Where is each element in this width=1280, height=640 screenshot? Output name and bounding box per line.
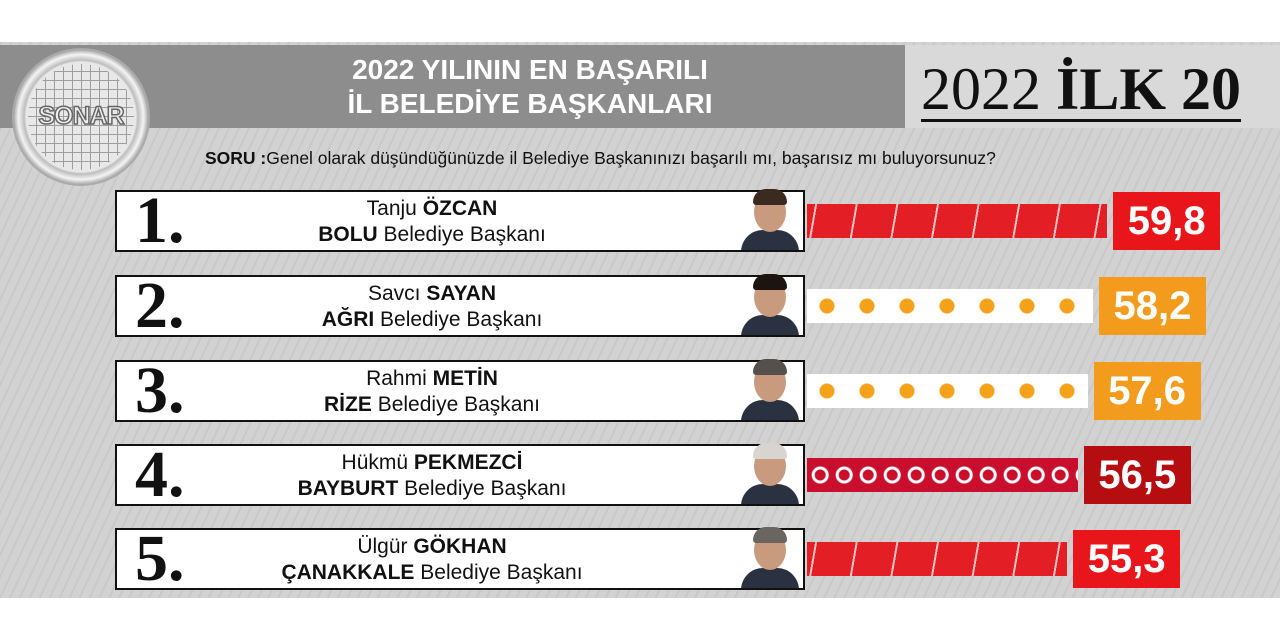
ranking-row: 1. Tanju ÖZCAN BOLU Belediye Başkanı 59,8 <box>0 184 1280 257</box>
rank-number: 1. <box>135 184 185 257</box>
rank-number: 4. <box>135 438 185 511</box>
photo-body <box>741 568 799 588</box>
badge-year: 2022 <box>921 56 1041 122</box>
badge-box: 2022 İLK 20 <box>905 45 1280 128</box>
mayor-photo <box>737 356 803 420</box>
bar <box>807 289 1093 323</box>
question: SORU :Genel olarak düşündüğünüzde il Bel… <box>205 148 996 169</box>
last-name: METİN <box>432 367 498 390</box>
ranking-row: 4. Hükmü PEKMEZCİ BAYBURT Belediye Başkanı… <box>0 438 1280 511</box>
question-text: Genel olarak düşündüğünüzde il Belediye … <box>266 148 996 168</box>
logo-grid <box>28 64 134 170</box>
first-name: Hükmü <box>341 451 409 474</box>
title-line-1: 2022 YILININ EN BAŞARILI <box>352 54 708 85</box>
photo-hair <box>753 274 787 290</box>
name-line: Tanju ÖZCAN <box>227 196 637 222</box>
value-label: 56,5 <box>1083 446 1191 504</box>
page-title: 2022 YILININ EN BAŞARILI İL BELEDİYE BAŞ… <box>250 53 810 121</box>
mayor-photo <box>737 440 803 504</box>
role: Belediye Başkanı <box>377 393 540 416</box>
last-name: ÖZCAN <box>422 197 498 220</box>
role: Belediye Başkanı <box>383 223 546 246</box>
name-line: Ülgür GÖKHAN <box>227 534 637 560</box>
mayor-name: Hükmü PEKMEZCİ BAYBURT Belediye Başkanı <box>227 450 637 502</box>
mayor-card: 3. Rahmi METİN RİZE Belediye Başkanı <box>115 354 805 427</box>
mayor-photo <box>737 524 803 588</box>
name-line: Savcı SAYAN <box>227 281 637 307</box>
first-name: Ülgür <box>357 535 408 558</box>
role-line: BAYBURT Belediye Başkanı <box>227 476 637 502</box>
role: Belediye Başkanı <box>420 561 583 584</box>
rank-number: 2. <box>135 269 185 342</box>
name-line: Hükmü PEKMEZCİ <box>227 450 637 476</box>
value-label: 57,6 <box>1093 362 1201 420</box>
header-bar: 2022 YILININ EN BAŞARILI İL BELEDİYE BAŞ… <box>0 45 905 128</box>
ranking-row: 5. Ülgür GÖKHAN ÇANAKKALE Belediye Başkanı… <box>0 522 1280 595</box>
mayor-card: 2. Savcı SAYAN AĞRI Belediye Başkanı <box>115 269 805 342</box>
photo-body <box>741 315 799 335</box>
first-name: Savcı <box>367 282 421 305</box>
logo-text: SONAR <box>38 101 126 131</box>
photo-hair <box>753 359 787 375</box>
photo-hair <box>753 527 787 543</box>
mayor-name: Rahmi METİN RİZE Belediye Başkanı <box>227 366 637 418</box>
photo-body <box>741 230 799 250</box>
photo-body <box>741 484 799 504</box>
last-name: SAYAN <box>426 282 497 305</box>
role-line: BOLU Belediye Başkanı <box>227 222 637 248</box>
mayor-name: Ülgür GÖKHAN ÇANAKKALE Belediye Başkanı <box>227 534 637 586</box>
title-line-2: İL BELEDİYE BAŞKANLARI <box>347 88 713 119</box>
role-line: RİZE Belediye Başkanı <box>227 392 637 418</box>
mayor-card: 5. Ülgür GÖKHAN ÇANAKKALE Belediye Başkanı <box>115 522 805 595</box>
ranking-row: 3. Rahmi METİN RİZE Belediye Başkanı 57,6 <box>0 354 1280 427</box>
name-line: Rahmi METİN <box>227 366 637 392</box>
photo-hair <box>753 189 787 205</box>
city: RİZE <box>324 393 372 416</box>
bar <box>807 204 1108 238</box>
bar <box>807 542 1068 576</box>
first-name: Rahmi <box>366 367 427 390</box>
mayor-photo <box>737 186 803 250</box>
city: BAYBURT <box>297 477 399 500</box>
question-label: SORU : <box>205 148 267 168</box>
role-line: AĞRI Belediye Başkanı <box>227 307 637 333</box>
ranking-row: 2. Savcı SAYAN AĞRI Belediye Başkanı 58,2 <box>0 269 1280 342</box>
rank-number: 3. <box>135 354 185 427</box>
value-label: 55,3 <box>1073 530 1181 588</box>
last-name: PEKMEZCİ <box>413 451 523 474</box>
mayor-name: Savcı SAYAN AĞRI Belediye Başkanı <box>227 281 637 333</box>
bar <box>807 458 1078 492</box>
role-line: ÇANAKKALE Belediye Başkanı <box>227 560 637 586</box>
mayor-card: 1. Tanju ÖZCAN BOLU Belediye Başkanı <box>115 184 805 257</box>
rank-number: 5. <box>135 522 185 595</box>
mayor-name: Tanju ÖZCAN BOLU Belediye Başkanı <box>227 196 637 248</box>
badge-title: 2022 İLK 20 <box>921 56 1242 122</box>
value-label: 59,8 <box>1113 192 1221 250</box>
photo-hair <box>753 443 787 459</box>
mayor-photo <box>737 271 803 335</box>
role: Belediye Başkanı <box>380 308 543 331</box>
badge-text: İLK 20 <box>1056 56 1242 122</box>
mayor-card: 4. Hükmü PEKMEZCİ BAYBURT Belediye Başkanı <box>115 438 805 511</box>
role: Belediye Başkanı <box>404 477 567 500</box>
city: ÇANAKKALE <box>281 561 415 584</box>
city: AĞRI <box>321 308 375 331</box>
first-name: Tanju <box>366 197 417 220</box>
value-label: 58,2 <box>1098 277 1206 335</box>
photo-body <box>741 400 799 420</box>
bar <box>807 374 1088 408</box>
sonar-logo: SONAR <box>14 50 148 184</box>
city: BOLU <box>318 223 378 246</box>
infographic: 2022 YILININ EN BAŞARILI İL BELEDİYE BAŞ… <box>0 42 1280 598</box>
last-name: GÖKHAN <box>413 535 507 558</box>
